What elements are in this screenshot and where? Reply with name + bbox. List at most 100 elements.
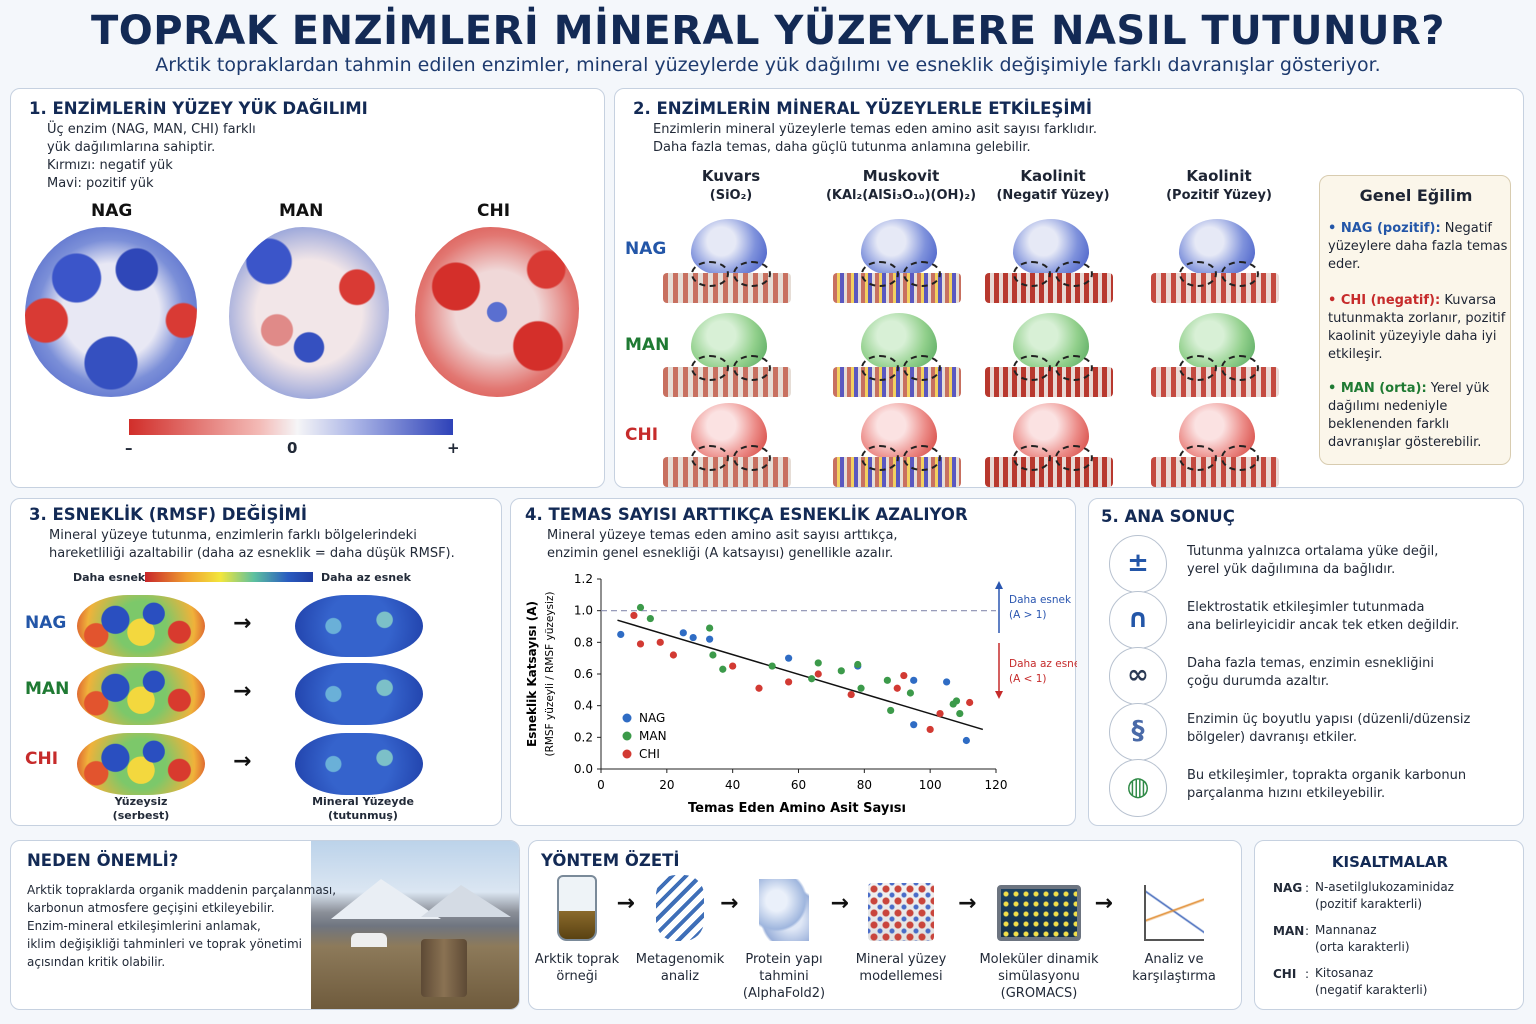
x-tick-label: 20 [659,778,674,792]
legend-marker-chi [622,749,632,759]
mineral-cell-chi [983,401,1115,489]
right-arrow-icon: → [233,749,252,774]
contact-region-circle [903,445,941,471]
general-trend-box: Genel Eğilim • NAG (pozitif): Negatif yü… [1319,175,1511,465]
contact-region-circle [691,445,729,471]
method-step-line: analiz [660,969,700,984]
nag-charge-surface [25,227,197,397]
right-arrow-icon: → [616,891,635,916]
mineral-cell-nag [831,217,963,305]
legend-label: MAN [639,729,667,743]
contact-region-circle [733,445,771,471]
conclusion-item: Enzimin üç boyutlu yapısı (düzenli/düzen… [1187,711,1470,747]
abbr-line: (orta karakterli) [1315,940,1410,954]
mountain-shape [421,885,511,917]
x-tick-label: 60 [791,778,806,792]
conclusion-line: ana belirleyicidir ancak tek etken değil… [1187,618,1460,633]
method-step-line: Metagenomik [635,952,725,967]
bound-state-label: Mineral Yüzeyde (tutunmuş) [303,795,423,823]
conclusion-line: çoğu durumda azaltır. [1187,674,1330,689]
method-step-label: Protein yapı tahmini (AlphaFold2) [724,951,844,1002]
trend-key: • CHI (negatif): [1328,293,1441,308]
scatter-chart: 0.0 0.2 0.4 0.6 0.8 1.0 1.2 0 20 40 60 80 100 120 NAG M… [525,572,1077,816]
contact-region-circle [903,355,941,381]
monitor-icon [997,885,1081,941]
free-state-label: Yüzeysiz (serbest) [91,795,191,823]
data-point-man [906,689,915,697]
data-point-chi [966,698,974,707]
contact-region-circle [691,261,729,287]
data-point-chi [630,611,638,620]
row-label-man: MAN [625,335,670,355]
page-subtitle: Arktik topraklardan tahmin edilen enziml… [155,54,1381,76]
panel1-text: Üç enzim (NAG, MAN, CHI) farklı yük dağı… [47,121,256,193]
y-axis-sublabel: (RMSF yüzeyli / RMSF yüzeysiz) [544,591,556,756]
data-point-man [808,675,816,683]
conclusion-item: Bu etkileşimler, toprakta organik karbon… [1187,767,1466,803]
panel5-title: 5. ANA SONUÇ [1101,507,1235,526]
abbr-definition: N-asetilglukozaminidaz (pozitif karakterl… [1315,879,1454,913]
conclusion-line: bölgeler) davranışı etkiler. [1187,730,1357,745]
contact-region-circle [1013,445,1051,471]
right-arrow-icon: → [830,891,849,916]
row-label-nag: NAG [625,239,667,259]
method-step-label: Metagenomik analiz [620,951,740,985]
abbr-key: CHI [1273,967,1297,981]
why-text: Arktik topraklarda organik maddenin parç… [27,881,336,971]
rmsf-row-chi: CHI [25,749,59,769]
data-point-chi [636,640,645,648]
abbr-line: Mannanaz [1315,923,1377,937]
why-line: Arktik topraklarda organik maddenin parç… [27,883,337,897]
panel3-line: hareketliliği azaltabilir (daha az esnek… [49,546,455,561]
panel2-text: Enzimlerin mineral yüzeylerle temas eden… [653,121,1097,157]
mineral-cell-man [831,311,963,399]
data-point-nag [962,736,970,745]
column-name: Muskovit [862,167,940,185]
method-step-line: simülasyonu [998,969,1080,984]
legend-marker-nag [622,713,632,723]
why-line: Enzim-mineral etkileşimlerini anlamak, [27,919,261,933]
y-tick-label: 0.0 [574,762,593,776]
earth-leaf-icon: ◍ [1109,759,1167,817]
x-axis-label: Temas Eden Amino Asit Sayısı [688,801,906,816]
data-point-nag [943,678,951,686]
mineral-cell-man [983,311,1115,399]
data-point-nag [617,630,625,639]
column-header-quartz: Kuvars (SiO₂) [661,167,801,205]
x-tick-label: 100 [919,778,942,792]
man-charge-surface [229,227,389,399]
y-tick-label: 0.8 [574,635,593,649]
why-line: iklim değişikliği tahminleri ve toprak y… [27,937,302,951]
right-arrow-icon: → [1094,891,1113,916]
data-point-man [709,651,717,659]
contact-region-circle [1013,355,1051,381]
mineral-cell-nag [1149,217,1281,305]
row-label-chi: CHI [625,425,659,445]
free-sub: (serbest) [112,809,170,822]
rmsf-row-man: MAN [25,679,70,699]
contact-region-circle [1013,261,1051,287]
x-tick-label: 120 [985,778,1008,792]
conclusion-line: Bu etkileşimler, toprakta organik karbon… [1187,768,1467,783]
less-flex-arrowhead [995,691,1003,699]
trend-item-man: • MAN (orta): Yerel yük dağılımı nedeniy… [1328,380,1508,452]
method-step-line: Moleküler dinamik [979,952,1099,967]
mineral-cell-man [1149,311,1281,399]
why-line: açısından kritik olabilir. [27,955,166,969]
data-point-chi [669,651,678,659]
page-title: TOPRAK ENZİMLERİ MİNERAL YÜZEYLERE NASIL… [91,8,1445,54]
charge-icon: ± [1109,535,1167,593]
y-tick-label: 1.0 [574,604,593,618]
rmsf-bound-surface [295,733,423,795]
data-point-nag [706,635,714,643]
mineral-cell-chi [1149,401,1281,489]
abbr-definition: Mannanaz (orta karakterli) [1315,922,1410,956]
data-point-man [952,697,961,705]
charge-color-scale [129,419,453,435]
data-point-chi [936,709,944,718]
conclusion-line: parçalanma hızını etkileyebilir. [1187,786,1386,801]
rmsf-bound-surface [295,595,423,657]
method-step-line: tahmini [759,969,809,984]
method-step-label: Analiz ve karşılaştırma [1114,951,1234,985]
abbr-title: KISALTMALAR [1331,853,1449,871]
